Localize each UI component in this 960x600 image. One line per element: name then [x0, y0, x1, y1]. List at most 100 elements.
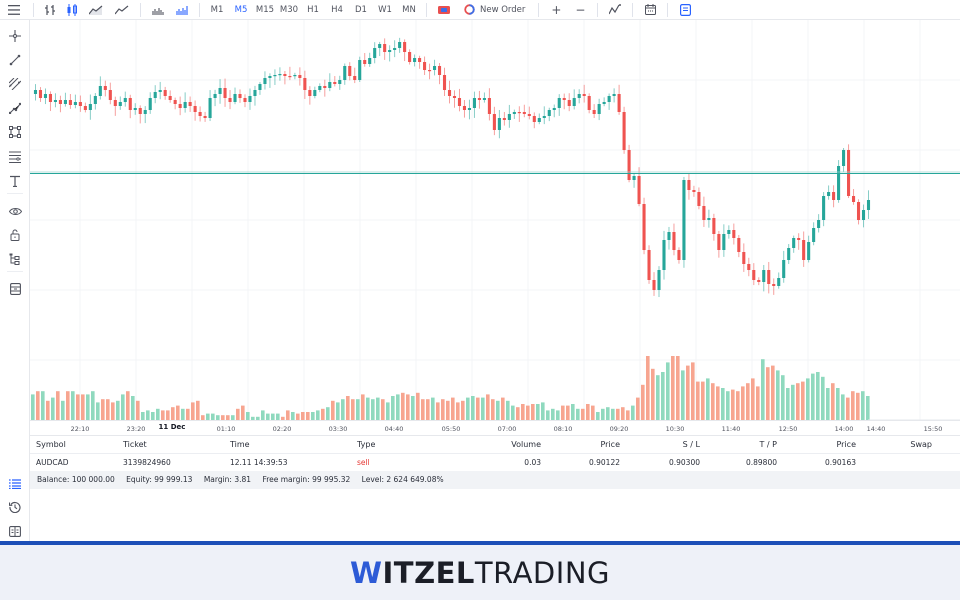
polyline-icon[interactable] — [5, 98, 25, 118]
column-header-swap[interactable]: Swap — [910, 440, 932, 449]
price-chart[interactable] — [30, 20, 960, 422]
separator — [199, 2, 200, 17]
positions-list-icon[interactable] — [5, 475, 25, 493]
brand-logo-w: W — [350, 555, 383, 590]
timeframe-m15[interactable]: M15 — [255, 4, 275, 15]
text-icon[interactable] — [5, 171, 25, 191]
brand-logo-bold: ITZEL — [382, 555, 475, 590]
timeframe-selector: M1 M5 M15 M30 H1 H4 D1 W1 MN — [205, 0, 421, 20]
cell-ticket: 3139824960 — [123, 458, 171, 467]
trading-terminal: M1 M5 M15 M30 H1 H4 D1 W1 MN New Order + − — [0, 0, 960, 542]
time-tick: 03:30 — [328, 425, 348, 433]
brand-footer: W ITZEL TRADING — [0, 545, 960, 600]
hamburger-menu-icon[interactable] — [0, 0, 28, 20]
balance-value: Balance: 100 000.00 — [37, 475, 115, 484]
separator — [667, 2, 669, 17]
time-tick: 14:00 — [834, 425, 854, 433]
cell-price: 0.90163 — [824, 458, 856, 467]
delete-drawings-icon[interactable] — [5, 279, 25, 299]
time-tick: 12:50 — [778, 425, 798, 433]
separator — [7, 271, 23, 272]
time-tick: 11:40 — [721, 425, 741, 433]
line-chart-icon[interactable] — [109, 0, 135, 20]
column-header-volume[interactable]: Volume — [511, 440, 541, 449]
indicators-icon[interactable] — [603, 0, 627, 20]
history-icon[interactable] — [5, 498, 25, 516]
time-tick: 14:40 — [866, 425, 886, 433]
column-header-tp[interactable]: T / P — [759, 440, 778, 449]
time-tick: 02:20 — [272, 425, 292, 433]
time-tick: 23:20 — [126, 425, 146, 433]
rectangle-icon[interactable] — [5, 122, 25, 142]
new-order-button[interactable]: New Order — [456, 0, 533, 20]
column-header-ticket[interactable]: Ticket — [123, 440, 147, 449]
time-tick: 07:00 — [497, 425, 517, 433]
object-tree-icon[interactable] — [5, 249, 25, 269]
separator — [7, 193, 23, 194]
timeframe-h1[interactable]: H1 — [307, 4, 319, 15]
margin-level-value: Level: 2 624 649.08% — [361, 475, 444, 484]
column-header-price[interactable]: Price — [836, 440, 856, 449]
bar-chart-icon[interactable] — [39, 0, 61, 20]
trend-line-icon[interactable] — [5, 50, 25, 70]
time-tick: 11 Dec — [158, 423, 186, 431]
column-header-price[interactable]: Price — [600, 440, 620, 449]
cell-price: 0.90122 — [588, 458, 620, 467]
time-axis[interactable]: 22:10 23:20 11 Dec 01:10 02:20 03:30 04:40 05:5… — [30, 420, 960, 435]
volume-colored-icon[interactable] — [170, 0, 194, 20]
cell-type: sell — [357, 458, 370, 467]
new-order-icon — [464, 4, 475, 15]
time-tick: 01:10 — [216, 425, 236, 433]
lock-icon[interactable] — [5, 225, 25, 245]
new-order-label: New Order — [480, 4, 526, 15]
timeframe-mn[interactable]: MN — [402, 4, 416, 15]
table-body: AUDCAD 3139824960 12.11 14:39:53 sell 0.03 0.… — [30, 454, 960, 472]
fibonacci-icon[interactable] — [5, 147, 25, 167]
template-icon[interactable] — [673, 0, 697, 20]
cell-time: 12.11 14:39:53 — [230, 458, 288, 467]
cell-sl: 0.90300 — [668, 458, 700, 467]
separator — [597, 2, 599, 17]
volume-icon[interactable] — [146, 0, 170, 20]
time-tick: 09:20 — [609, 425, 629, 433]
brand-logo-light: TRADING — [474, 555, 610, 590]
drawing-tools-panel — [0, 20, 30, 542]
column-header-time[interactable]: Time — [230, 440, 250, 449]
timeframe-d1[interactable]: D1 — [355, 4, 367, 15]
position-row[interactable]: AUDCAD 3139824960 12.11 14:39:53 sell 0.03 0.… — [30, 454, 960, 472]
equity-value: Equity: 99 999.13 — [126, 475, 193, 484]
calendar-icon[interactable] — [638, 0, 662, 20]
candlestick-icon[interactable] — [61, 0, 83, 20]
separator — [538, 2, 540, 17]
column-header-symbol[interactable]: Symbol — [36, 440, 66, 449]
timeframe-m5[interactable]: M5 — [234, 4, 248, 15]
crosshair-icon[interactable] — [5, 26, 25, 46]
margin-value: Margin: 3.81 — [203, 475, 252, 484]
top-toolbar: M1 M5 M15 M30 H1 H4 D1 W1 MN New Order + − — [0, 0, 960, 20]
eye-icon[interactable] — [5, 201, 25, 221]
timeframe-m30[interactable]: M30 — [279, 4, 299, 15]
brand-divider — [0, 541, 960, 545]
time-tick: 15:50 — [923, 425, 943, 433]
separator — [33, 2, 34, 17]
timeframe-m1[interactable]: M1 — [210, 4, 224, 15]
account-summary: Balance: 100 000.00 Equity: 99 999.13 Ma… — [30, 471, 960, 489]
time-tick: 05:50 — [441, 425, 461, 433]
column-header-type[interactable]: Type — [357, 440, 376, 449]
separator — [426, 2, 427, 17]
candles — [31, 37, 871, 420]
zoom-in-button[interactable]: + — [551, 2, 562, 17]
channel-icon[interactable] — [5, 74, 25, 94]
timeframe-w1[interactable]: W1 — [378, 4, 392, 15]
area-chart-icon[interactable] — [83, 0, 109, 20]
table-header: Symbol Ticket Time Type Volume Price S / L T / … — [30, 436, 960, 454]
brand-logo: W ITZEL TRADING — [350, 556, 610, 590]
free-margin-value: Free margin: 99 995.32 — [262, 475, 351, 484]
column-header-sl[interactable]: S / L — [682, 440, 700, 449]
one-click-trading-icon[interactable] — [432, 0, 456, 20]
journal-icon[interactable] — [5, 522, 25, 540]
zoom-out-button[interactable]: − — [575, 2, 586, 17]
candlestick-chart[interactable] — [30, 20, 960, 422]
timeframe-h4[interactable]: H4 — [331, 4, 343, 15]
cell-symbol: AUDCAD — [36, 458, 69, 467]
